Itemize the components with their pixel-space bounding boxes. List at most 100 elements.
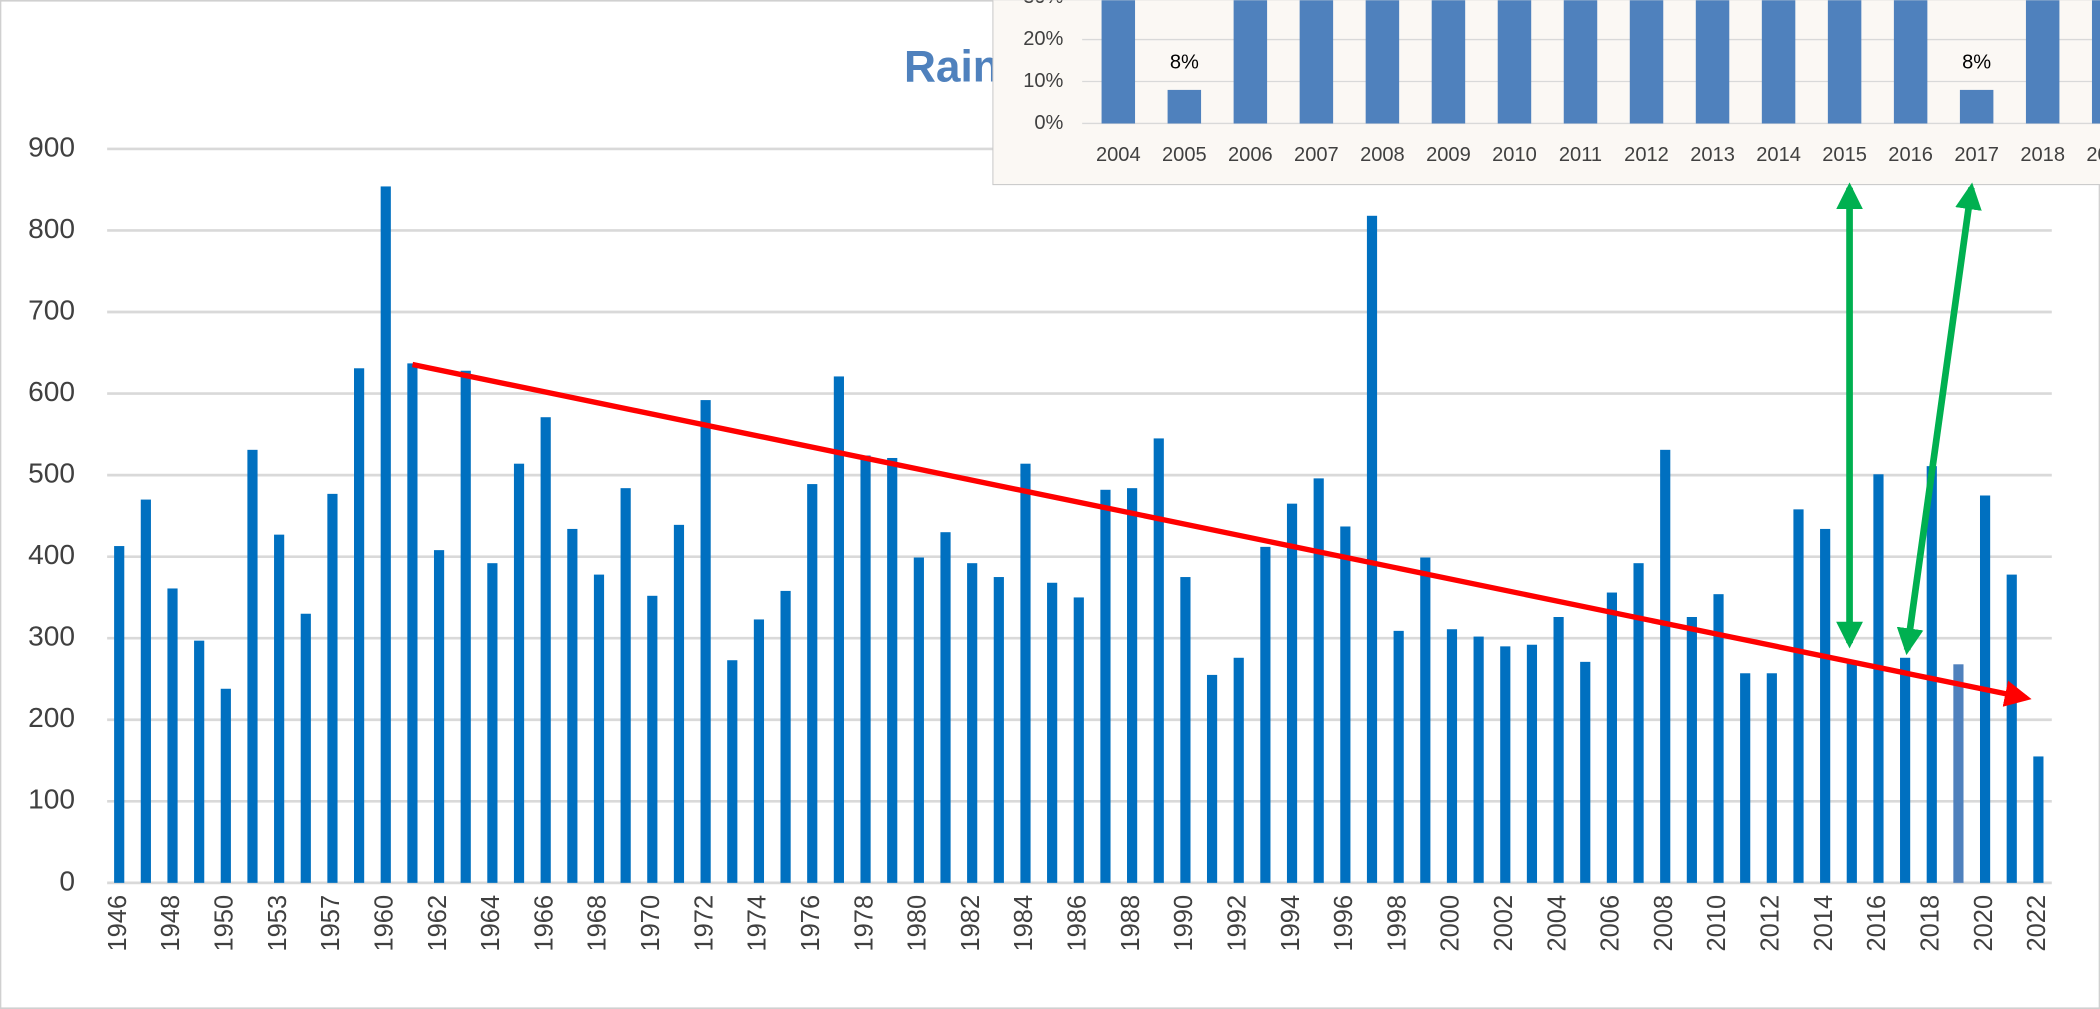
bar <box>1446 629 1458 883</box>
x-tick-label: 2020 <box>1970 895 1998 952</box>
bar <box>1180 577 1191 883</box>
x-tick-label: 2018 <box>2020 144 2065 166</box>
bar <box>807 484 818 883</box>
bar <box>1846 662 1857 883</box>
bar <box>1766 673 1777 883</box>
bar <box>2091 0 2100 124</box>
bar <box>1633 563 1644 883</box>
bar <box>1101 0 1136 124</box>
link-arrow <box>1896 182 1982 656</box>
bar <box>2025 0 2060 124</box>
bar <box>993 577 1004 883</box>
x-tick-label: 1976 <box>797 895 825 952</box>
x-tick-label: 1988 <box>1117 895 1145 952</box>
bar <box>1299 0 1334 124</box>
x-tick-label: 1996 <box>1330 895 1358 952</box>
bar <box>1926 466 1937 883</box>
bar <box>433 550 445 883</box>
x-tick-label: 2010 <box>1703 895 1731 952</box>
bar <box>1893 0 1928 124</box>
x-tick-label: 2009 <box>1426 144 1471 166</box>
bar <box>1365 0 1400 124</box>
bar <box>1100 489 1111 883</box>
bar <box>540 417 551 883</box>
bar <box>1793 509 1804 883</box>
x-tick-label: 1970 <box>637 895 665 952</box>
bar <box>487 563 498 883</box>
bar <box>1127 488 1138 883</box>
bar <box>1526 644 1538 883</box>
bar <box>1473 636 1484 883</box>
x-tick-label: 2012 <box>1757 895 1785 952</box>
x-tick-label: 2004 <box>1096 144 1141 166</box>
bar <box>860 455 871 883</box>
x-tick-label: 1946 <box>104 895 132 952</box>
x-tick-label: 2014 <box>1756 144 1801 166</box>
bar <box>167 588 178 883</box>
bar <box>327 493 338 883</box>
bar <box>1233 657 1244 883</box>
bar <box>354 368 365 883</box>
y-tick-label: 0 <box>59 865 75 896</box>
bar <box>700 400 711 883</box>
bar <box>407 363 418 883</box>
x-tick-label: 1953 <box>264 895 292 952</box>
bar <box>1953 664 1964 883</box>
bar <box>887 457 898 883</box>
bar <box>1286 503 1298 883</box>
x-tick-label: 1974 <box>744 895 772 952</box>
bar <box>1553 617 1564 883</box>
bar <box>1820 528 1831 883</box>
y-tick-label: 10% <box>1023 70 1063 92</box>
bar <box>1827 0 1862 124</box>
x-tick-label: 2006 <box>1597 895 1625 952</box>
bar <box>460 370 471 883</box>
bar <box>1497 0 1532 124</box>
bar <box>247 449 258 883</box>
x-tick-label: 1984 <box>1010 895 1038 952</box>
bar <box>1873 474 1884 883</box>
x-tick-label: 2013 <box>1690 144 1735 166</box>
x-tick-label: 2002 <box>1490 895 1518 952</box>
x-tick-label: 2005 <box>1162 144 1207 166</box>
y-tick-label: 600 <box>28 376 75 407</box>
bar <box>833 376 844 883</box>
x-tick-label: 2018 <box>1916 895 1944 952</box>
bar <box>620 488 631 883</box>
data-label: 8% <box>1170 51 1199 73</box>
y-tick-label: 100 <box>28 784 75 815</box>
bar <box>1740 673 1751 883</box>
x-tick-label: 1950 <box>211 895 239 952</box>
bar <box>1606 592 1617 883</box>
bar <box>380 186 391 883</box>
bar <box>727 660 738 883</box>
bar <box>780 590 791 883</box>
x-tick-label: 1968 <box>584 895 612 952</box>
y-tick-label: 700 <box>28 294 75 325</box>
bar <box>1900 657 1911 883</box>
bar <box>2006 574 2017 883</box>
bar <box>1167 89 1202 124</box>
x-tick-label: 2004 <box>1543 895 1571 952</box>
data-label: 8% <box>1962 51 1991 73</box>
bar <box>1313 478 1324 883</box>
bar <box>1073 597 1084 883</box>
bar <box>1761 0 1796 124</box>
x-tick-label: 1978 <box>850 895 878 952</box>
bar <box>140 499 151 883</box>
bar <box>1340 526 1351 883</box>
y-tick-label: 0% <box>1034 112 1063 134</box>
bar <box>1660 449 1671 883</box>
bar <box>913 557 924 883</box>
x-tick-label: 2008 <box>1650 895 1678 952</box>
bar <box>753 619 765 883</box>
y-tick-label: 400 <box>28 539 75 570</box>
bar <box>1020 463 1031 883</box>
bar <box>1695 0 1730 124</box>
x-tick-label: 1966 <box>530 895 558 952</box>
y-tick-label: 900 <box>28 131 75 162</box>
bar <box>194 640 205 883</box>
bar <box>1629 0 1664 124</box>
